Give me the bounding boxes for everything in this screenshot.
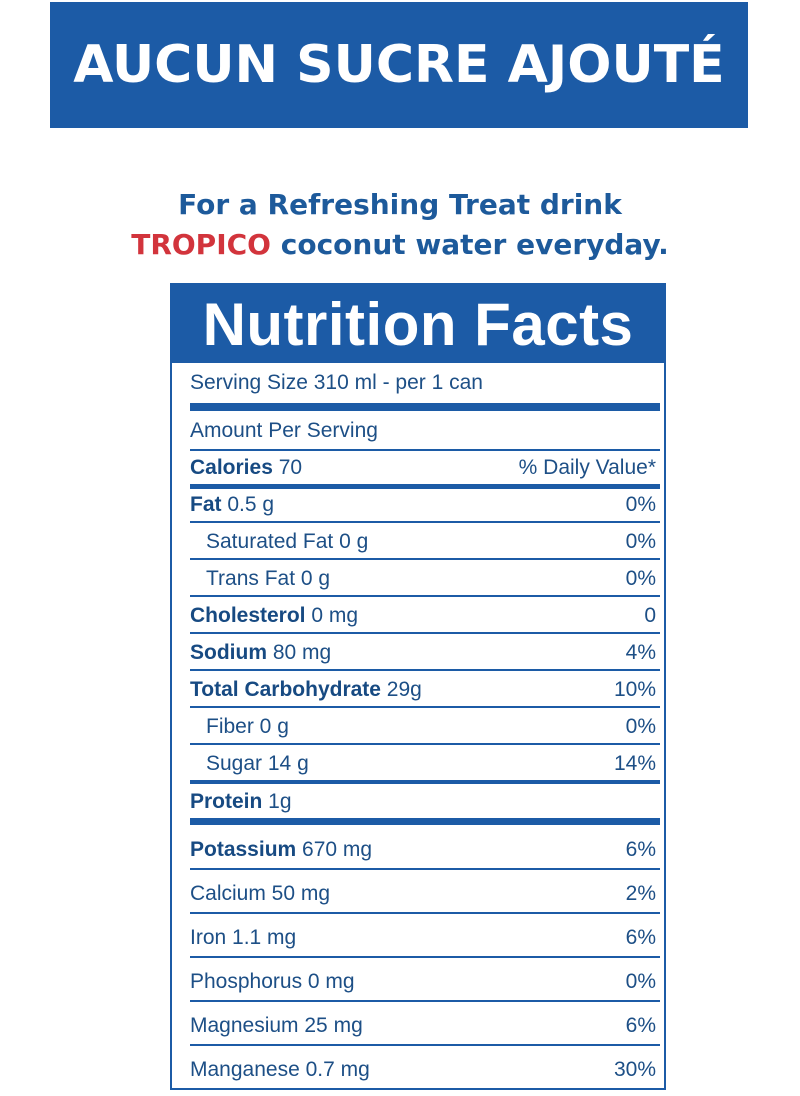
nutrient-label: Fat	[190, 493, 222, 516]
daily-value-percent: 6%	[625, 1014, 656, 1037]
nutrient-name: Magnesium 25 mg	[190, 1014, 363, 1038]
nutrition-facts-title: Nutrition Facts	[202, 290, 634, 358]
divider	[190, 780, 660, 784]
nutrient-name: Cholesterol 0 mg	[190, 604, 358, 628]
nutrient-label: Protein	[190, 790, 263, 813]
nutrient-amount: 80 mg	[267, 641, 332, 664]
divider	[190, 912, 660, 914]
nutrient-label: Fiber 0 g	[206, 715, 289, 738]
nutrition-facts-panel: Nutrition Facts Serving Size 310 ml - pe…	[170, 283, 666, 1090]
nutrient-label: Iron 1.1 mg	[190, 926, 297, 949]
divider	[190, 1044, 660, 1046]
nutrient-row: Sodium 80 mg 4%	[190, 641, 656, 665]
nutrient-name: Fiber 0 g	[190, 715, 289, 739]
nutrient-label: Total Carbohydrate	[190, 678, 381, 701]
divider-thick	[190, 403, 660, 411]
nutrient-name: Sugar 14 g	[190, 752, 309, 776]
tagline-line-2: TROPICO coconut water everyday.	[0, 228, 800, 261]
nutrient-name: Phosphorus 0 mg	[190, 970, 355, 994]
tagline-line-2-rest: coconut water everyday.	[270, 228, 669, 261]
divider	[190, 743, 660, 745]
nutrient-row: Total Carbohydrate 29g 10%	[190, 678, 656, 702]
daily-value-percent: 4%	[625, 641, 656, 664]
nutrient-row: Fiber 0 g 0%	[190, 715, 656, 739]
nutrient-row: Iron 1.1 mg 6%	[190, 926, 656, 950]
daily-value-percent: 30%	[613, 1058, 656, 1081]
nutrient-amount: 29g	[380, 678, 422, 701]
calories-row: Calories 70 % Daily Value*	[190, 456, 656, 480]
nutrient-amount: 0 mg	[305, 604, 359, 627]
divider	[190, 449, 660, 451]
nutrient-label: Phosphorus 0 mg	[190, 970, 355, 993]
divider	[190, 521, 660, 523]
divider	[190, 558, 660, 560]
nutrient-name: Saturated Fat 0 g	[190, 530, 368, 554]
daily-value-percent: 0%	[625, 970, 656, 993]
nutrient-name: Trans Fat 0 g	[190, 567, 330, 591]
nutrient-label: Sugar 14 g	[206, 752, 309, 775]
nutrient-label: Sodium	[190, 641, 267, 664]
nutrient-name: Manganese 0.7 mg	[190, 1058, 370, 1082]
nutrient-label: Potassium	[190, 838, 297, 861]
daily-value-percent: 14%	[613, 752, 656, 775]
nutrient-label: Cholesterol	[190, 604, 306, 627]
divider	[190, 1000, 660, 1002]
nutrient-row: Saturated Fat 0 g 0%	[190, 530, 656, 554]
nutrition-facts-header: Nutrition Facts	[172, 285, 664, 363]
daily-value-percent: 10%	[613, 678, 656, 701]
nutrient-name: Potassium 670 mg	[190, 838, 372, 862]
nutrient-name: Protein 1g	[190, 790, 292, 814]
nutrient-row: Magnesium 25 mg 6%	[190, 1014, 656, 1038]
nutrient-row: Cholesterol 0 mg 0	[190, 604, 656, 628]
divider	[190, 956, 660, 958]
divider	[190, 595, 660, 597]
brand-name: TROPICO	[131, 228, 271, 261]
nutrient-row: Manganese 0.7 mg 30%	[190, 1058, 656, 1082]
nutrient-row: Calcium 50 mg 2%	[190, 882, 656, 906]
nutrient-amount: 1g	[262, 790, 292, 813]
nutrient-name: Fat 0.5 g	[190, 493, 274, 517]
tagline-line-1: For a Refreshing Treat drink	[178, 188, 622, 221]
divider	[190, 706, 660, 708]
daily-value-label: % Daily Value*	[518, 456, 656, 479]
nutrient-label: Trans Fat 0 g	[206, 567, 331, 590]
nutrient-label: Saturated Fat 0 g	[206, 530, 369, 553]
daily-value-percent: 0	[644, 604, 656, 627]
daily-value-percent: 6%	[625, 926, 656, 949]
nutrient-name: Sodium 80 mg	[190, 641, 331, 665]
daily-value-percent: 0%	[625, 493, 656, 516]
nutrient-amount: 0.5 g	[221, 493, 275, 516]
nutrient-label: Manganese 0.7 mg	[190, 1058, 370, 1081]
daily-value-percent: 6%	[625, 838, 656, 861]
nutrient-row: Sugar 14 g 14%	[190, 752, 656, 776]
divider	[190, 632, 660, 634]
daily-value-percent: 0%	[625, 530, 656, 553]
calories-label: Calories	[190, 456, 273, 479]
divider-thick	[190, 484, 660, 489]
nutrient-name: Iron 1.1 mg	[190, 926, 296, 950]
daily-value-percent: 0%	[625, 715, 656, 738]
nutrient-amount: 670 mg	[296, 838, 373, 861]
nutrient-name: Total Carbohydrate 29g	[190, 678, 422, 702]
nutrient-label: Magnesium 25 mg	[190, 1014, 363, 1037]
amount-per-serving-label: Amount Per Serving	[190, 419, 378, 442]
nutrient-row: Fat 0.5 g 0%	[190, 493, 656, 517]
nutrient-row: Phosphorus 0 mg 0%	[190, 970, 656, 994]
nutrient-row: Trans Fat 0 g 0%	[190, 567, 656, 591]
calories-value: 70	[272, 456, 303, 479]
divider	[190, 868, 660, 870]
divider	[190, 669, 660, 671]
daily-value-percent: 0%	[625, 567, 656, 590]
nutrient-row: Potassium 670 mg 6%	[190, 838, 656, 862]
daily-value-percent: 2%	[625, 882, 656, 905]
divider	[190, 818, 660, 825]
banner-title: AUCUN SUCRE AJOUTÉ	[73, 35, 725, 95]
nutrient-name: Calcium 50 mg	[190, 882, 330, 906]
serving-size: Serving Size 310 ml - per 1 can	[190, 371, 483, 394]
amount-per-serving-row: Amount Per Serving	[190, 419, 656, 443]
nutrient-label: Calcium 50 mg	[190, 882, 331, 905]
banner: AUCUN SUCRE AJOUTÉ	[50, 2, 748, 128]
nutrient-row: Protein 1g	[190, 790, 656, 814]
